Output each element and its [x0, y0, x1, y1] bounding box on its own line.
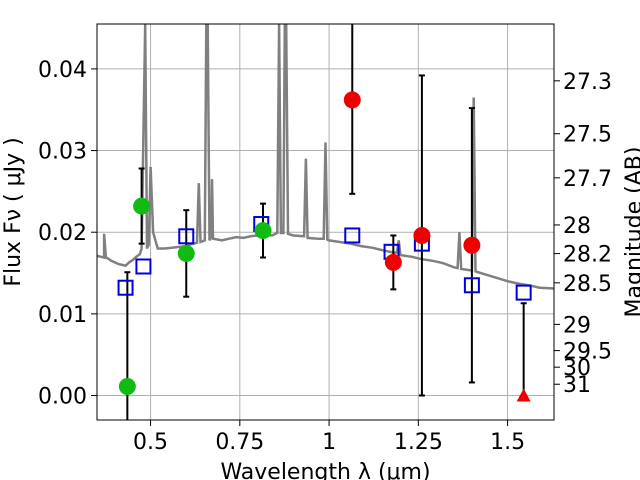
right-tick-label: 29: [563, 313, 591, 338]
red-data-point: [413, 226, 431, 244]
red-data-point: [384, 253, 402, 271]
axes-frame: [96, 23, 555, 421]
right-tick-label: 28.5: [563, 272, 612, 297]
x-tick-label: 1.5: [490, 430, 525, 455]
right-tick-label: 30: [563, 356, 591, 381]
right-tick-label: 27.5: [563, 123, 612, 148]
x-axis-label: Wavelength λ (μm): [220, 460, 430, 480]
axis-ticks: 0.5 0.75 1 1.25 1.5 0.00 0.01 0.02 0.03 0.04 27.3 2…: [38, 58, 612, 455]
y-tick-label: 0.03: [38, 140, 87, 165]
template-spectrum-line: [97, 24, 554, 290]
y-tick-label: 0.02: [38, 221, 87, 246]
right-tick-label: 27.3: [563, 70, 612, 95]
y-tick-label: 0.04: [38, 58, 87, 83]
right-tick-label: 28: [563, 214, 591, 239]
right-axis-label: Magnitude (AB): [622, 147, 640, 318]
model-photometry-square: [117, 279, 134, 296]
model-photometry-square: [463, 277, 480, 294]
green-data-point: [254, 222, 272, 240]
model-photometry-square: [135, 258, 152, 275]
grid-lines: [97, 24, 554, 420]
model-photometry-square: [178, 228, 195, 245]
green-data-point: [118, 378, 136, 396]
right-tick-label: 27.7: [563, 167, 612, 192]
red-data-point: [343, 91, 361, 109]
y-axis-label: Flux Fν ( μJy ): [1, 137, 26, 286]
red-data-point: [463, 236, 481, 254]
model-photometry-square: [515, 284, 532, 301]
data-markers: [117, 91, 532, 402]
upper-limit-triangle: [516, 388, 531, 402]
y-tick-label: 0.00: [38, 385, 87, 410]
right-tick-label: 29.5: [563, 340, 612, 365]
x-tick-label: 0.5: [133, 430, 168, 455]
x-tick-label: 1.25: [394, 430, 443, 455]
x-tick-label: 1: [322, 430, 336, 455]
y-tick-label: 0.01: [38, 303, 87, 328]
model-photometry-square: [344, 227, 361, 244]
right-tick-label: 31: [563, 373, 591, 398]
x-tick-label: 0.75: [215, 430, 264, 455]
right-tick-label: 28.2: [563, 243, 612, 268]
green-data-point: [177, 244, 195, 262]
green-data-point: [133, 197, 151, 215]
plot-content: [97, 24, 554, 420]
